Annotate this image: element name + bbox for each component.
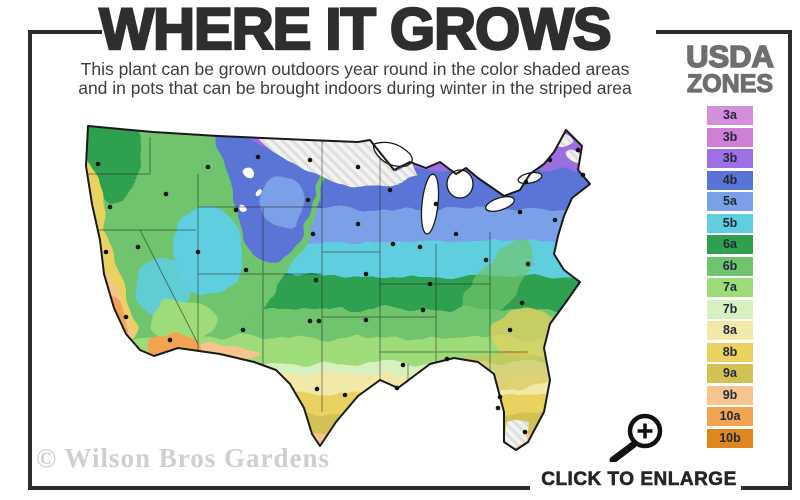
zone-chip-3a: 3a (707, 106, 753, 125)
zone-chip-10b: 10b (707, 428, 753, 448)
zone-chip-6b: 6b (707, 256, 753, 276)
magnifier-plus-icon[interactable] (599, 404, 679, 464)
zone-chip-8a: 8a (707, 321, 753, 340)
zone-chip-3b: 3b (707, 149, 753, 168)
zone-chip-5a: 5a (707, 192, 753, 211)
usda-zones-heading: USDA ZONES (667, 39, 793, 98)
zone-chip-4b: 4b (707, 170, 753, 190)
subtitle-line-2: and in pots that can be brought indoors … (78, 78, 632, 98)
frame-top-left-arm (28, 30, 102, 34)
city-markers (95, 147, 586, 435)
watermark: © Wilson Bros Gardens (36, 443, 330, 473)
zone-chip-9b: 9b (707, 385, 753, 405)
zone-chip-5b: 5b (707, 213, 753, 233)
subtitle: This plant can be grown outdoors year ro… (35, 60, 675, 98)
usda-label: USDA (685, 39, 774, 74)
zone-chip-9a: 9a (707, 364, 753, 383)
page-title: WHERE IT GROWS (98, 0, 613, 63)
click-to-enlarge[interactable]: CLICK TO ENLARGE (534, 404, 744, 491)
frame-top-right-arm (656, 30, 792, 34)
zone-chip-7a: 7a (707, 278, 753, 297)
us-hardiness-map[interactable] (58, 112, 670, 478)
zone-chip-3b: 3b (707, 127, 753, 147)
click-to-enlarge-label[interactable]: CLICK TO ENLARGE (541, 469, 737, 491)
great-lakes (372, 141, 543, 235)
zone-chip-10a: 10a (707, 407, 753, 426)
zone-chip-6a: 6a (707, 235, 753, 254)
us-map-svg (85, 125, 591, 451)
frame-right-border (788, 30, 792, 490)
zone-legend: 3a 3b 3b 4b 5a 5b 6a 6b 7a 7b 8a 8b 9a 9b 10a 10b (707, 106, 753, 450)
state-borders (86, 137, 528, 412)
subtitle-line-1: This plant can be grown outdoors year ro… (80, 59, 630, 79)
frame-bottom-right-run (741, 486, 792, 490)
frame-left-border (28, 30, 32, 490)
frame-bottom-left-run (28, 486, 530, 490)
zone-chip-7b: 7b (707, 299, 753, 319)
zones-label: ZONES (686, 70, 774, 98)
us-outline (85, 125, 591, 451)
zone-chip-8b: 8b (707, 342, 753, 362)
